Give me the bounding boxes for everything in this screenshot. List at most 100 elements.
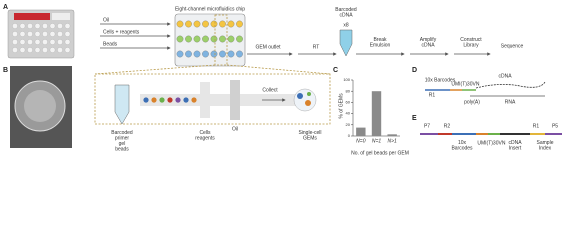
chip-well	[227, 20, 235, 28]
figure: A Oil Cells + reagents Beads Eight-chann…	[3, 4, 562, 156]
step-label: RT	[313, 44, 320, 50]
zoom-lines	[94, 64, 331, 75]
chip-well	[202, 50, 209, 58]
chip-well	[193, 35, 201, 43]
chip-well	[185, 50, 192, 58]
input-label: Oil	[103, 17, 109, 23]
chip-title: Eight-channel microfluidics chip	[175, 6, 245, 12]
chip-well	[219, 20, 226, 28]
beads	[143, 97, 197, 103]
step-label: Amplify cDNA	[420, 37, 437, 49]
well	[34, 39, 41, 45]
well	[27, 39, 33, 45]
y-tick-label: 0	[348, 133, 351, 138]
zoom-panel	[94, 73, 331, 125]
oil-label: Oil	[232, 126, 238, 132]
well	[12, 39, 18, 45]
x-tick-label: N=1	[372, 138, 382, 144]
channel	[140, 94, 300, 106]
chip-well	[236, 50, 243, 58]
segment-label: 10x Barcodes	[425, 77, 456, 83]
channel	[230, 80, 240, 120]
bead	[183, 97, 189, 103]
segment-label: UMI	[451, 81, 460, 87]
device-photo	[7, 9, 75, 59]
segment-label: RNA	[505, 99, 516, 105]
segment-label: (T)30VN	[487, 140, 506, 146]
outlet-label: GEM outlet	[255, 44, 281, 50]
step-label: Sequence	[501, 43, 524, 49]
well	[42, 47, 48, 53]
segment-label: cDNA	[498, 73, 512, 79]
chip-well	[210, 35, 218, 43]
panel-label: C	[333, 67, 338, 74]
chip-well	[176, 50, 184, 58]
well	[57, 47, 63, 53]
chip-well	[202, 35, 209, 43]
bead	[175, 97, 181, 103]
chip-well	[236, 35, 243, 43]
input-label: Beads	[103, 41, 118, 47]
bead	[191, 97, 197, 103]
segment-label: 10x Barcodes	[451, 140, 473, 152]
chip	[174, 13, 246, 67]
well	[19, 31, 26, 37]
chip-well	[193, 50, 201, 58]
well	[57, 39, 63, 45]
y-tick-label: 40	[346, 111, 351, 116]
well	[64, 31, 71, 37]
panel-label: D	[412, 67, 417, 74]
chip-well	[176, 20, 184, 28]
bead-tube	[114, 84, 130, 125]
chip-well	[236, 20, 243, 28]
chip-well	[210, 50, 218, 58]
chip-well	[210, 20, 218, 28]
well	[64, 39, 71, 45]
bar	[356, 127, 366, 136]
well	[57, 23, 63, 29]
segment-label: (T)30VN	[461, 81, 480, 87]
segment-label: poly(A)	[464, 99, 480, 105]
chip-well	[227, 35, 235, 43]
bead	[151, 97, 157, 103]
well	[34, 47, 41, 53]
well	[12, 47, 18, 53]
segment-label: P5	[552, 123, 558, 129]
well	[27, 47, 33, 53]
bead	[159, 97, 165, 103]
micrograph	[10, 66, 72, 148]
well	[27, 31, 33, 37]
bar-chart: 0 20 40 60 80 100 N=0 N=1 N>1	[343, 77, 400, 144]
chip-wells	[176, 20, 243, 58]
segment-label: R2	[444, 123, 451, 129]
chip-well	[202, 20, 209, 28]
chip-well	[219, 50, 226, 58]
well	[19, 47, 26, 53]
gems	[293, 88, 317, 112]
x-tick-label: N>1	[388, 138, 398, 144]
well	[64, 47, 71, 53]
well	[12, 23, 18, 29]
well	[34, 23, 41, 29]
panel-label: A	[3, 4, 8, 11]
bead	[167, 97, 173, 103]
oligo-diagram	[425, 81, 546, 97]
well	[49, 23, 56, 29]
well	[19, 39, 26, 45]
well	[34, 31, 41, 37]
zoom-box	[214, 14, 228, 66]
chip-well	[185, 35, 192, 43]
panel-label: B	[3, 67, 8, 74]
well	[49, 31, 56, 37]
y-tick-label: 60	[346, 99, 351, 104]
step-label: Construct Library	[460, 37, 482, 49]
y-axis-title: % of GEMs	[338, 93, 344, 119]
well	[49, 47, 56, 53]
well	[42, 31, 48, 37]
bar	[387, 134, 397, 136]
bar	[371, 91, 382, 136]
well	[12, 31, 18, 37]
y-tick-label: 100	[343, 77, 350, 82]
step-label: Break Emulsion	[370, 37, 391, 49]
chip-well	[219, 35, 226, 43]
